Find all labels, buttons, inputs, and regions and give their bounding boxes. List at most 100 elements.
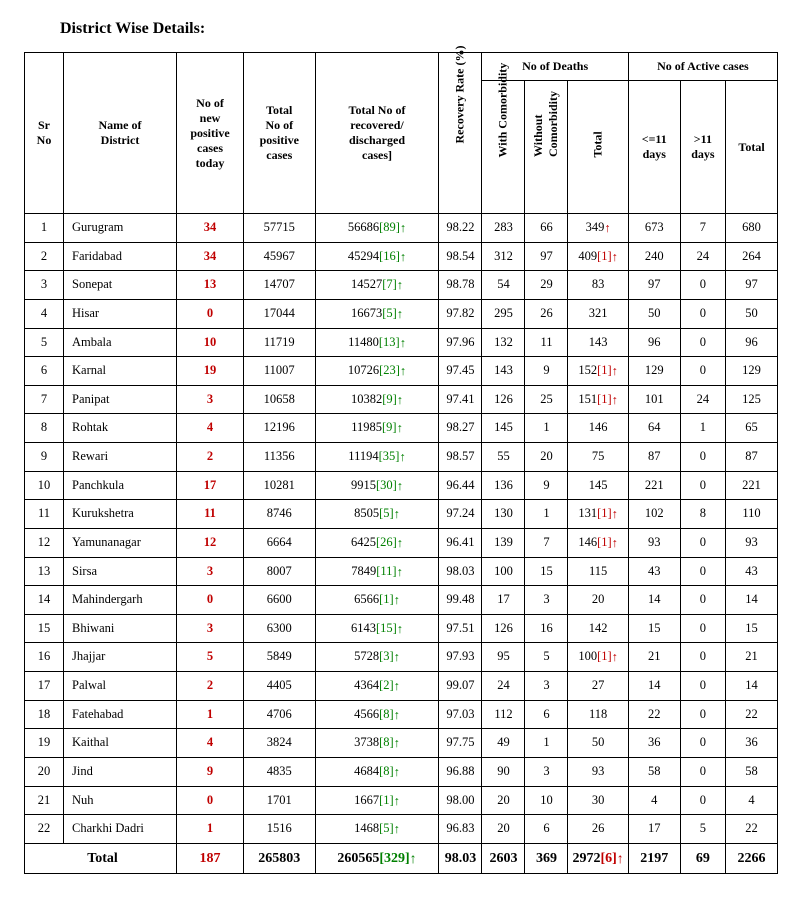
cell-rate: 97.03 xyxy=(439,700,482,729)
cell-new: 5 xyxy=(177,643,244,672)
cell-active-total: 50 xyxy=(726,299,778,328)
table-row-total: Total187265803260565[329]↑98.03260336929… xyxy=(25,843,778,874)
cell-total-pos: 6300 xyxy=(244,614,316,643)
col-active-le11: <=11days xyxy=(628,81,680,214)
cell-active-le11: 50 xyxy=(628,299,680,328)
cell-total-pos: 4706 xyxy=(244,700,316,729)
cell-active-total: 21 xyxy=(726,643,778,672)
cell-deaths-without: 26 xyxy=(525,299,568,328)
cell-sr: 4 xyxy=(25,299,64,328)
cell-total-new: 187 xyxy=(177,843,244,874)
cell-deaths-with: 130 xyxy=(482,500,525,529)
cell-recovered: 4684[8]↑ xyxy=(315,757,439,786)
cell-total-pos: 45967 xyxy=(244,242,316,271)
cell-deaths-without: 5 xyxy=(525,643,568,672)
cell-recovered: 9915[30]↑ xyxy=(315,471,439,500)
table-row: 22Charkhi Dadri115161468[5]↑96.832062617… xyxy=(25,815,778,844)
cell-deaths-with: 132 xyxy=(482,328,525,357)
page-title: District Wise Details: xyxy=(60,20,778,38)
cell-active-le11: 58 xyxy=(628,757,680,786)
cell-district: Charkhi Dadri xyxy=(64,815,177,844)
cell-total-pos: 4835 xyxy=(244,757,316,786)
cell-active-gt11: 0 xyxy=(680,528,725,557)
cell-rate: 97.96 xyxy=(439,328,482,357)
cell-deaths-without: 3 xyxy=(525,757,568,786)
cell-sr: 17 xyxy=(25,672,64,701)
cell-total-active: 2266 xyxy=(726,843,778,874)
cell-deaths-with: 49 xyxy=(482,729,525,758)
cell-total-deaths-without: 369 xyxy=(525,843,568,874)
cell-active-gt11: 0 xyxy=(680,443,725,472)
cell-deaths-without: 25 xyxy=(525,385,568,414)
cell-new: 2 xyxy=(177,443,244,472)
cell-active-gt11: 0 xyxy=(680,729,725,758)
cell-district: Karnal xyxy=(64,357,177,386)
cell-new: 12 xyxy=(177,528,244,557)
cell-deaths-without: 6 xyxy=(525,815,568,844)
col-recovered: Total No ofrecovered/dischargedcases] xyxy=(315,53,439,214)
cell-total-pos: 1701 xyxy=(244,786,316,815)
col-sr: SrNo xyxy=(25,53,64,214)
cell-deaths-without: 9 xyxy=(525,357,568,386)
cell-active-le11: 64 xyxy=(628,414,680,443)
cell-rate: 98.54 xyxy=(439,242,482,271)
cell-active-le11: 15 xyxy=(628,614,680,643)
cell-deaths-with: 112 xyxy=(482,700,525,729)
cell-recovered: 56686[89]↑ xyxy=(315,214,439,243)
table-row: 5Ambala101171911480[13]↑97.9613211143960… xyxy=(25,328,778,357)
cell-deaths-without: 1 xyxy=(525,729,568,758)
cell-active-le11: 129 xyxy=(628,357,680,386)
table-row: 9Rewari21135611194[35]↑98.5755207587087 xyxy=(25,443,778,472)
cell-deaths-without: 66 xyxy=(525,214,568,243)
cell-deaths-total: 145 xyxy=(568,471,628,500)
cell-sr: 8 xyxy=(25,414,64,443)
cell-sr: 21 xyxy=(25,786,64,815)
cell-rate: 97.82 xyxy=(439,299,482,328)
cell-deaths-total: 100[1]↑ xyxy=(568,643,628,672)
cell-deaths-total: 30 xyxy=(568,786,628,815)
cell-total-label: Total xyxy=(25,843,177,874)
cell-deaths-without: 10 xyxy=(525,786,568,815)
cell-active-le11: 17 xyxy=(628,815,680,844)
table-row: 8Rohtak41219611985[9]↑98.27145114664165 xyxy=(25,414,778,443)
cell-district: Mahindergarh xyxy=(64,586,177,615)
col-total-pos: TotalNo ofpositivecases xyxy=(244,53,316,214)
cell-active-le11: 96 xyxy=(628,328,680,357)
cell-total-pos: 265803 xyxy=(244,843,316,874)
cell-active-total: 22 xyxy=(726,815,778,844)
cell-recovered: 4566[8]↑ xyxy=(315,700,439,729)
cell-district: Bhiwani xyxy=(64,614,177,643)
table-row: 20Jind948354684[8]↑96.889039358058 xyxy=(25,757,778,786)
cell-active-le11: 36 xyxy=(628,729,680,758)
cell-active-le11: 102 xyxy=(628,500,680,529)
cell-active-le11: 21 xyxy=(628,643,680,672)
cell-recovered: 11985[9]↑ xyxy=(315,414,439,443)
cell-active-gt11: 0 xyxy=(680,299,725,328)
cell-total-pos: 8007 xyxy=(244,557,316,586)
cell-sr: 3 xyxy=(25,271,64,300)
cell-sr: 16 xyxy=(25,643,64,672)
cell-active-total: 264 xyxy=(726,242,778,271)
cell-recovered: 14527[7]↑ xyxy=(315,271,439,300)
cell-total-pos: 11719 xyxy=(244,328,316,357)
cell-active-le11: 87 xyxy=(628,443,680,472)
cell-rate: 96.44 xyxy=(439,471,482,500)
cell-deaths-with: 283 xyxy=(482,214,525,243)
cell-active-total: 125 xyxy=(726,385,778,414)
cell-deaths-with: 54 xyxy=(482,271,525,300)
cell-sr: 10 xyxy=(25,471,64,500)
cell-deaths-without: 7 xyxy=(525,528,568,557)
cell-rate: 98.27 xyxy=(439,414,482,443)
table-row: 10Panchkula17102819915[30]↑96.4413691452… xyxy=(25,471,778,500)
cell-recovered: 45294[16]↑ xyxy=(315,242,439,271)
cell-active-gt11: 24 xyxy=(680,242,725,271)
cell-deaths-with: 20 xyxy=(482,786,525,815)
cell-active-le11: 4 xyxy=(628,786,680,815)
cell-new: 2 xyxy=(177,672,244,701)
cell-rate: 98.22 xyxy=(439,214,482,243)
cell-total-pos: 10658 xyxy=(244,385,316,414)
cell-deaths-total: 143 xyxy=(568,328,628,357)
cell-rate: 98.00 xyxy=(439,786,482,815)
cell-active-total: 4 xyxy=(726,786,778,815)
cell-active-gt11: 0 xyxy=(680,672,725,701)
